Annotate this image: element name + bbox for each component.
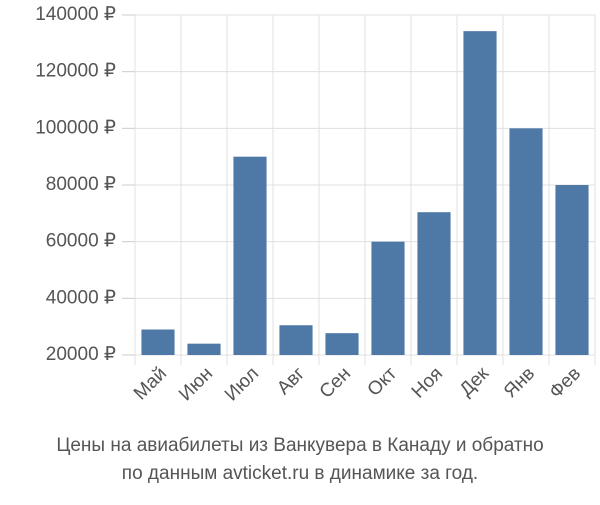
y-tick-label: 20000 ₽ — [46, 344, 116, 365]
x-tick-label: Май — [130, 363, 171, 404]
y-tick-label: 60000 ₽ — [46, 231, 116, 252]
chart-subtitle: по данным avticket.ru в динамике за год. — [122, 463, 478, 484]
bar — [417, 212, 451, 355]
y-tick-label: 100000 ₽ — [35, 117, 116, 138]
bar — [371, 241, 405, 355]
y-tick-label: 120000 ₽ — [35, 61, 116, 82]
bar — [509, 128, 543, 355]
x-tick-label: Фев — [545, 363, 585, 403]
x-tick-label: Дек — [456, 363, 494, 401]
bar — [279, 325, 313, 355]
bar — [187, 343, 221, 355]
x-tick-label: Сен — [316, 363, 355, 402]
x-tick-label: Авг — [273, 363, 309, 399]
bar — [233, 156, 267, 355]
bar — [141, 329, 175, 355]
x-tick-label: Июн — [175, 363, 217, 405]
x-tick-label: Ноя — [408, 363, 447, 402]
chart-title: Цены на авиабилеты из Ванкувера в Канаду… — [56, 435, 543, 456]
bar — [325, 333, 359, 355]
x-tick-label: Июл — [221, 363, 263, 405]
y-tick-label: 140000 ₽ — [35, 4, 116, 25]
y-tick-label: 80000 ₽ — [46, 174, 116, 195]
bar — [555, 185, 589, 355]
bar — [463, 31, 497, 356]
x-tick-label: Окт — [364, 363, 402, 401]
x-tick-label: Янв — [500, 363, 539, 402]
y-tick-label: 40000 ₽ — [46, 287, 116, 308]
